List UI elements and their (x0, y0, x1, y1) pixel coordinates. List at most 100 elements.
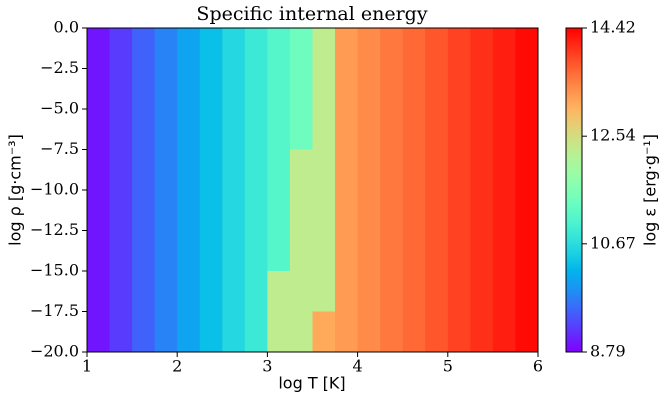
heat-cell (357, 68, 381, 110)
heat-cell (492, 68, 516, 110)
x-tick-label: 4 (353, 357, 363, 376)
heat-cell (267, 149, 291, 191)
heat-cell (199, 28, 223, 69)
heat-cell (267, 68, 291, 110)
heat-cell (470, 271, 494, 312)
heat-cell (289, 311, 313, 353)
heat-cell (109, 109, 133, 150)
heat-cell (470, 109, 494, 150)
heat-cell (402, 149, 426, 191)
heat-cell (425, 28, 449, 69)
heat-cell (154, 190, 178, 231)
heat-cell (492, 149, 516, 191)
heat-cell (447, 109, 471, 150)
heat-cell (357, 230, 381, 272)
heat-cell (154, 311, 178, 353)
heat-cell (335, 271, 359, 312)
heat-cell (515, 68, 539, 110)
heat-cell (154, 28, 178, 69)
heat-cell (87, 68, 111, 110)
heat-cell (244, 230, 268, 272)
heat-cell (109, 190, 133, 231)
heat-cell (515, 230, 539, 272)
heat-cell (244, 28, 268, 69)
heat-cell (154, 230, 178, 272)
heat-cell (109, 311, 133, 353)
heat-cell (425, 230, 449, 272)
heat-cell (470, 149, 494, 191)
heat-cell (357, 271, 381, 312)
heat-cell (470, 28, 494, 69)
heat-cell (267, 28, 291, 69)
heat-cell (515, 149, 539, 191)
heat-cell (470, 230, 494, 272)
heat-cell (380, 271, 404, 312)
heat-cell (357, 28, 381, 69)
heat-cell (312, 149, 336, 191)
y-tick-label: −7.5 (40, 139, 79, 158)
heat-cell (470, 68, 494, 110)
heat-cell (222, 28, 246, 69)
heat-cell (87, 109, 111, 150)
heat-cell (425, 311, 449, 353)
heat-cell (222, 271, 246, 312)
heat-cell (380, 149, 404, 191)
heat-cell (132, 311, 156, 353)
y-tick-label: −15.0 (30, 261, 79, 280)
heat-cell (335, 230, 359, 272)
heat-cell (335, 109, 359, 150)
heat-cell (154, 271, 178, 312)
heat-cell (267, 311, 291, 353)
heat-cell (289, 149, 313, 191)
heat-cell (402, 68, 426, 110)
colorbar-tick-label: 8.79 (590, 342, 626, 361)
heat-cell (402, 271, 426, 312)
heat-cell (402, 190, 426, 231)
y-tick-label: −10.0 (30, 180, 79, 199)
heat-cell (335, 311, 359, 353)
heatmap (87, 28, 539, 353)
x-tick-label: 5 (443, 357, 453, 376)
heat-cell (222, 230, 246, 272)
heat-cell (447, 271, 471, 312)
heat-cell (515, 190, 539, 231)
heat-cell (289, 28, 313, 69)
x-tick-label: 2 (172, 357, 182, 376)
heat-cell (289, 190, 313, 231)
x-tick-label: 1 (82, 357, 92, 376)
heat-cell (199, 190, 223, 231)
heat-cell (289, 230, 313, 272)
heat-cell (312, 271, 336, 312)
heat-cell (312, 109, 336, 150)
heat-cell (447, 28, 471, 69)
heat-cell (402, 230, 426, 272)
heat-cell (492, 271, 516, 312)
heat-cell (154, 149, 178, 191)
heat-cell (244, 271, 268, 312)
heat-cell (402, 109, 426, 150)
heat-cell (492, 28, 516, 69)
colorbar-tick-label: 14.42 (590, 18, 636, 37)
y-tick-label: 0.0 (54, 18, 79, 37)
heat-cell (244, 149, 268, 191)
colorbar-tick-label: 12.54 (590, 126, 636, 145)
chart-title: Specific internal energy (196, 3, 427, 25)
heat-cell (109, 28, 133, 69)
heat-cell (357, 149, 381, 191)
heat-cell (87, 311, 111, 353)
heat-cell (177, 230, 201, 272)
heat-cell (109, 149, 133, 191)
heat-cell (244, 109, 268, 150)
heat-cell (199, 311, 223, 353)
heat-cell (447, 230, 471, 272)
heat-cell (222, 149, 246, 191)
heat-cell (357, 109, 381, 150)
y-axis-label: log ρ [g·cm⁻³] (6, 134, 25, 246)
heat-cell (244, 190, 268, 231)
heat-cell (470, 311, 494, 353)
heat-cell (267, 230, 291, 272)
heat-cell (132, 28, 156, 69)
heat-cell (515, 271, 539, 312)
heat-cell (492, 311, 516, 353)
